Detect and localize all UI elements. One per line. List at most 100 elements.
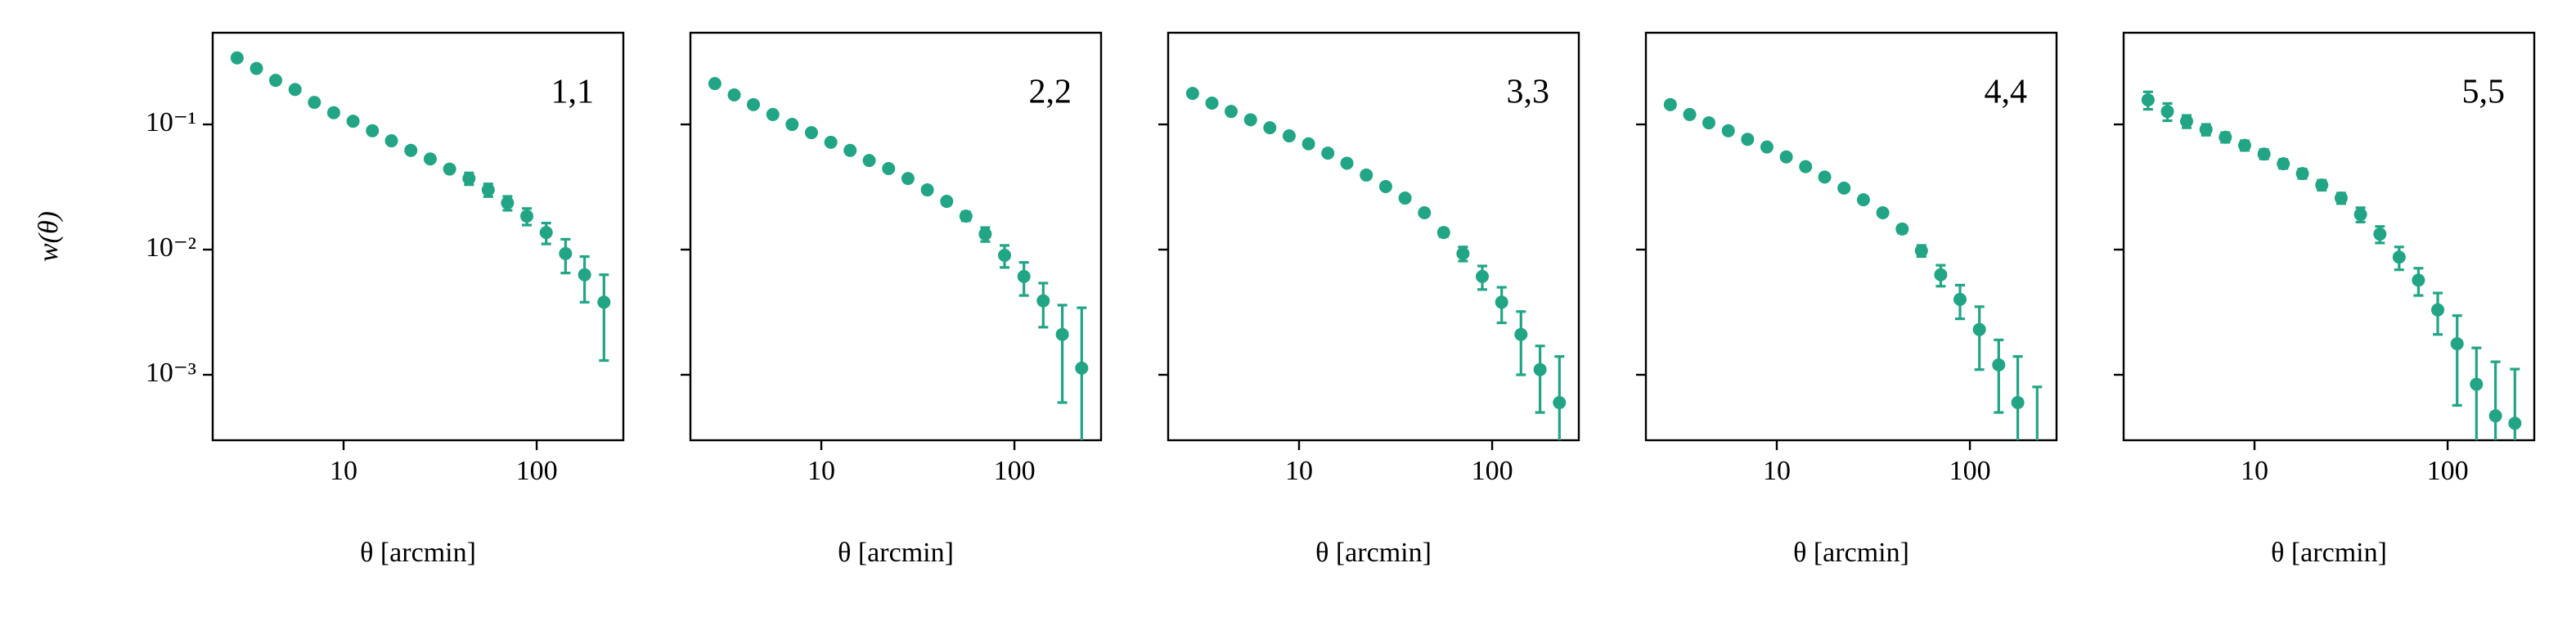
point [423,152,437,166]
point [501,196,515,209]
point [920,183,934,197]
point [539,226,553,240]
x-axis-label: θ [arcmin] [838,538,954,568]
point [1914,244,1928,258]
point [1263,121,1277,135]
x-tick-label: 100 [1949,456,1991,486]
point [1360,168,1373,182]
x-tick-label: 10 [2241,456,2268,486]
point [1553,395,1567,409]
point [901,172,915,186]
point [1533,363,1547,376]
point [1514,327,1528,341]
point [2237,138,2251,152]
point [1760,140,1774,154]
point [1934,268,1948,281]
point [1895,222,1909,236]
point [1663,97,1677,111]
point [250,61,263,75]
plot-frame [1644,31,2058,442]
point [2450,337,2464,351]
point [2219,130,2232,144]
point [230,51,244,65]
point [862,154,876,168]
point [1398,191,1412,205]
y-tick-label: 10⁻³ [146,358,196,388]
point [1972,322,1986,336]
point [1036,294,1050,308]
x-tick-label: 10 [1285,456,1313,486]
panel-label: 5,5 [2462,74,2506,111]
point [1243,113,1257,127]
point [1436,226,1450,240]
y-axis-label: w(θ) [34,211,64,262]
point [1721,124,1735,137]
point [308,96,321,110]
x-tick-label: 100 [994,456,1036,486]
point [404,143,418,157]
x-tick-label: 100 [1472,456,1513,486]
point [2334,191,2348,205]
point [843,143,857,157]
point [1185,87,1199,101]
point [2257,147,2271,161]
x-tick-label: 100 [516,456,558,486]
point [2431,303,2445,317]
point [2199,123,2213,137]
point [1818,170,1832,184]
point [1702,116,1715,130]
point [2353,208,2367,222]
point [597,295,611,309]
point [2295,167,2309,181]
point [1205,96,1219,110]
point [2315,178,2329,192]
point [443,162,456,176]
point [2141,93,2155,107]
point [2277,157,2291,171]
point [785,118,799,132]
point [2011,395,2025,409]
point [2160,105,2174,119]
point [1476,269,1490,283]
x-tick-label: 10 [1763,456,1791,486]
point [288,83,302,97]
y-tick-label: 10⁻² [146,232,196,263]
point [1992,358,2006,372]
point [1741,133,1755,146]
point [2179,115,2193,128]
point [727,88,741,102]
point [2373,227,2387,241]
point [2508,417,2522,430]
point [268,74,282,88]
x-axis-label: θ [arcmin] [1793,538,1909,568]
point [1282,129,1296,143]
x-axis-label: θ [arcmin] [360,538,476,568]
point [366,124,380,137]
point [2470,377,2484,391]
point [2412,273,2425,287]
point [940,195,954,209]
point [708,77,722,91]
point [1340,156,1354,170]
panel-label: 4,4 [1985,74,2028,111]
point [1017,269,1031,283]
point [1799,160,1813,173]
plot-frame [689,31,1103,442]
x-axis-label: θ [arcmin] [1315,538,1432,568]
point [2488,409,2502,423]
plot-frame [211,31,625,442]
point [1055,327,1069,341]
point [462,172,476,186]
panel-label: 3,3 [1507,74,1550,111]
point [326,106,340,119]
point [882,161,896,175]
point [1418,205,1432,219]
x-tick-label: 100 [2427,456,2469,486]
point [1856,193,1870,207]
point [1495,295,1508,309]
point [766,107,780,121]
plot-frame [2122,31,2536,442]
point [1378,179,1392,193]
point [998,249,1012,263]
